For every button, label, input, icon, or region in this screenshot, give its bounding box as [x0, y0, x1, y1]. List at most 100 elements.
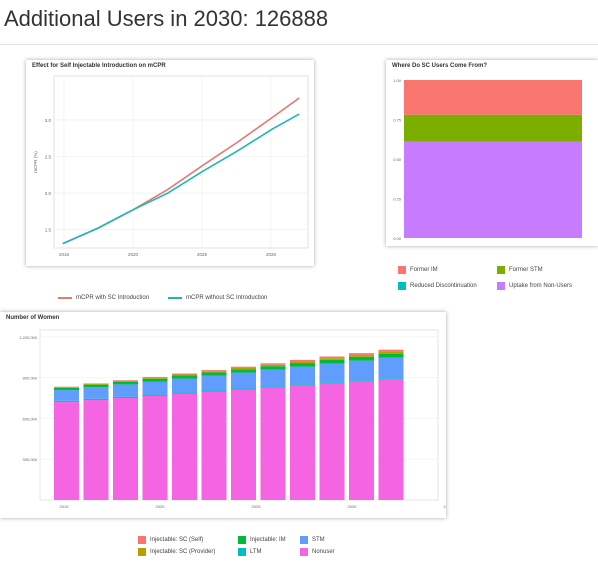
bar-segment-ltm-2025 [231, 388, 256, 390]
legend-reduced-discontinuation: Reduced Discontinuation [398, 282, 477, 290]
bar-segment-stm-2029 [349, 360, 374, 381]
x-tick-label: 2025 [197, 252, 208, 257]
bar-segment-nonuser-2030 [378, 379, 404, 500]
bar-segment-injectable-sc-provider-2023 [172, 374, 197, 376]
bar-segment-injectable-sc-provider-2021 [113, 380, 138, 382]
bar-segment-nonuser-2026 [260, 387, 286, 500]
legend-label-uptake-non-users: Uptake from Non-Users [509, 283, 573, 289]
mcpr-line-chart-panel: Effect for Self Injectable Introduction … [26, 60, 314, 266]
bar-segment-stm-2027 [290, 366, 315, 385]
bar-segment-former-im [404, 80, 582, 115]
bar-segment-ltm-2019 [54, 400, 79, 403]
legend-nonuser: Nonuser [300, 548, 335, 556]
bar-segment-injectable-im-2025 [231, 369, 256, 373]
legend-former-im: Former IM [398, 266, 438, 274]
bar-segment-injectable-sc-provider-2027 [290, 361, 315, 364]
legend-swatch-former-stm [497, 266, 505, 274]
y-tick-label: 1,200,000 [19, 335, 38, 340]
x-tick-label: 2020 [128, 252, 139, 257]
sc-users-source-panel: Where Do SC Users Come From? 1.00 0.75 0.5… [386, 60, 598, 246]
bar-segment-injectable-sc-provider-2022 [142, 377, 168, 379]
legend-label-inj-im: Injectable: IM [250, 537, 286, 543]
legend-label-inj-sc-provider: Injectable: SC (Provider) [150, 549, 216, 555]
legend-swatch-former-im [398, 266, 406, 274]
bar-segment-injectable-im-2027 [290, 363, 315, 367]
bar-segment-stm-2019 [54, 390, 79, 401]
mcpr-line-chart: 1.5 2.0 2.5 3.0 2016 2020 2025 2026 mCPR (%) [33, 75, 309, 257]
legend-inj-sc-provider: Injectable: SC (Provider) [138, 548, 215, 556]
bar-segment-stm-2020 [83, 387, 109, 399]
y-tick-label: 2.0 [45, 191, 52, 196]
legend-ltm: LTM [238, 548, 262, 556]
bar-segment-injectable-sc-self-2026 [260, 363, 286, 365]
bar-segment-ltm-2029 [349, 380, 374, 382]
y-tick-label: 3.0 [45, 118, 52, 123]
x-tick-label: 2030 [348, 504, 358, 509]
bar-segment-injectable-sc-provider-2029 [349, 354, 374, 357]
title-divider [0, 44, 598, 45]
legend-swatch-reduced-discontinuation [398, 282, 406, 290]
y-tick-label: 0.25 [393, 197, 402, 202]
legend-swatch-inj-sc-provider [138, 548, 146, 556]
bar-segment-injectable-sc-self-2020 [83, 383, 109, 384]
bar-segment-nonuser-2022 [142, 395, 168, 500]
y-tick-label: 0.50 [393, 157, 402, 162]
y-tick-label: 600,000 [23, 416, 38, 421]
bar-segment-injectable-sc-self-2029 [349, 353, 374, 355]
x-tick-label: 2025 [252, 504, 262, 509]
bar-segment-injectable-sc-self-2023 [172, 373, 197, 375]
women-stacked-bar-panel: Number of Women 1,200,000 900,000 600,000 3… [0, 312, 446, 518]
sc-users-source-chart: 1.00 0.75 0.50 0.25 0.00 [393, 78, 582, 241]
legend-swatch-stm [300, 536, 308, 544]
x-tick-label: 2015 [60, 504, 70, 509]
bar-segment-injectable-im-2019 [54, 387, 79, 391]
bar-segment-injectable-im-2030 [378, 353, 404, 358]
bar-segment-injectable-sc-self-2021 [113, 380, 138, 381]
bar-segment-ltm-2026 [260, 386, 286, 388]
legend-label-ltm: LTM [250, 549, 262, 555]
bar-segment-nonuser-2029 [349, 381, 374, 500]
bar-segment-injectable-im-2029 [349, 356, 374, 361]
y-tick-label: 300,000 [23, 457, 38, 462]
bar-segment-stm-2025 [231, 372, 256, 389]
women-stacked-bar-chart: 1,200,000 900,000 600,000 300,000 2015 2020 20… [19, 329, 446, 509]
women-chart-title: Number of Women [6, 315, 60, 321]
legend-swatch-ltm [238, 548, 246, 556]
bar-segment-injectable-im-2024 [201, 372, 227, 376]
legend-uptake-non-users: Uptake from Non-Users [497, 282, 572, 290]
bar-segment-injectable-sc-provider-2030 [378, 351, 404, 354]
bar-segment-injectable-sc-self-2022 [142, 376, 168, 378]
legend-key-mcpr-without [168, 297, 182, 299]
bar-segment-ltm-2024 [201, 390, 227, 392]
bar-segment-uptake-from-non-users [404, 141, 582, 238]
legend-swatch-uptake-non-users [497, 282, 505, 290]
bar-segment-stm-2024 [201, 375, 227, 391]
bar-segment-ltm-2028 [319, 382, 345, 384]
legend-swatch-inj-sc-self [138, 536, 146, 544]
y-tick-label: 0.00 [393, 236, 402, 241]
bar-segment-nonuser-2020 [83, 400, 109, 500]
x-tick-label: 2020 [156, 504, 166, 509]
bar-segment-ltm-2022 [142, 394, 168, 396]
y-tick-label: 900,000 [23, 376, 38, 381]
bar-segment-stm-2030 [378, 357, 404, 379]
bar-segment-injectable-im-2023 [172, 375, 197, 379]
bar-segment-stm-2028 [319, 363, 345, 383]
bar-segment-stm-2023 [172, 378, 197, 393]
bar-segment-injectable-sc-self-2030 [378, 349, 404, 352]
y-tick-label: 1.00 [393, 78, 402, 83]
bar-segment-nonuser-2024 [201, 391, 227, 500]
legend-label-stm: STM [312, 537, 325, 543]
bar-segment-nonuser-2025 [231, 389, 256, 500]
legend-label-reduced-discontinuation: Reduced Discontinuation [410, 283, 477, 289]
bar-segment-injectable-sc-provider-2026 [260, 364, 286, 367]
legend-label-mcpr-with: mCPR with SC Introduction [76, 295, 150, 301]
y-tick-label: 2.5 [45, 155, 52, 160]
legend-label-nonuser: Nonuser [312, 549, 335, 555]
bar-segment-injectable-sc-self-2024 [201, 370, 227, 372]
bar-segment-injectable-sc-provider-2024 [201, 371, 227, 373]
line-chart-title: Effect for Self Injectable Introduction … [32, 63, 166, 69]
source-chart-title: Where Do SC Users Come From? [392, 63, 488, 69]
bar-segment-ltm-2020 [83, 398, 109, 401]
bar-segment-injectable-sc-provider-2020 [83, 383, 109, 385]
